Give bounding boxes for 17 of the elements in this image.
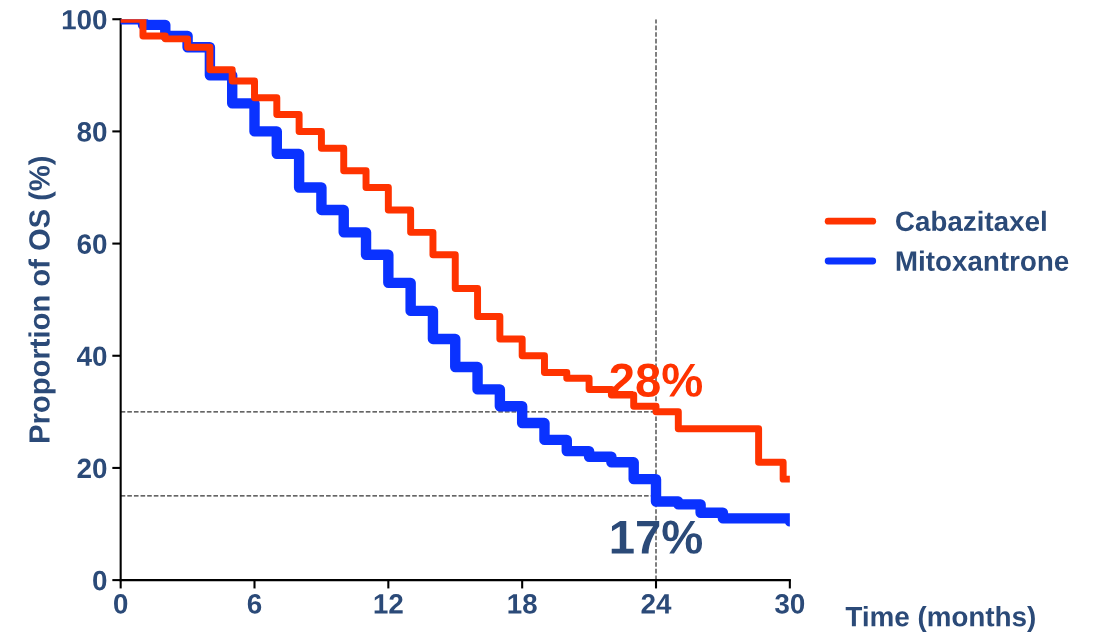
x-tick-label: 18 [508,594,537,614]
annotation: 17% [611,520,703,554]
x-tick-label: 30 [775,594,805,614]
y-axis-title: Proportion of OS (%) [28,156,56,442]
y-tick-label: 20 [77,458,107,479]
y-tick-label: 100 [62,9,107,30]
x-tick-label: 6 [247,594,262,614]
x-tick-label: 12 [374,594,403,614]
x-tick-label: 24 [641,594,672,614]
legend-label: Cabazitaxel [896,210,1046,232]
y-tick-label: 60 [77,234,107,254]
legend-label: Mitoxantrone [896,250,1069,271]
y-tick-label: 80 [77,122,107,142]
y-tick-label: 40 [77,346,107,367]
y-tick-label: 0 [93,570,107,591]
x-tick-label: 0 [114,594,128,614]
x-axis-title: Time (months) [845,606,1035,632]
